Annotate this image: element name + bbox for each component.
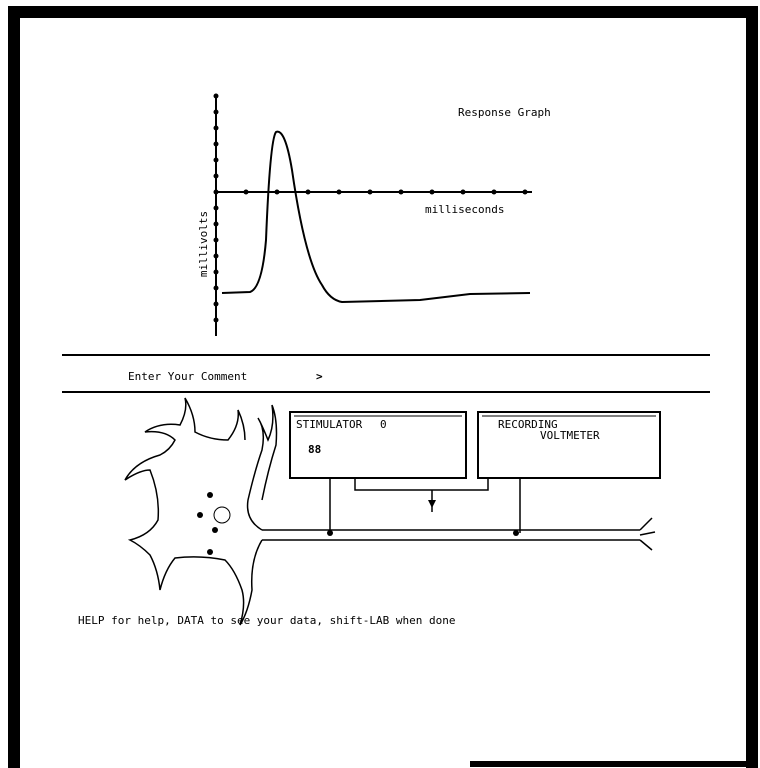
axis-tick [213,173,219,179]
stimulator-indicator: 0 [380,418,387,431]
axis-tick [213,269,219,275]
axis-tick [213,253,219,259]
comment-cursor: > [316,370,323,383]
stimulator: STIMULATOR 0 88 [289,411,467,479]
nucleus [213,506,231,524]
axis-tick [213,285,219,291]
axis-tick [274,189,280,195]
recorder: RECORDING VOLTMETER [477,411,661,479]
frame [8,6,758,768]
axis-tick [367,189,373,195]
axis-tick [398,189,404,195]
axon [262,517,656,551]
comment-prompt[interactable]: Enter Your Comment [128,370,247,383]
axis-tick [213,189,219,195]
axis-tick [491,189,497,195]
cell-body [124,397,278,626]
axis-tick [213,221,219,227]
axis-tick [305,189,311,195]
electrode [513,530,519,536]
y-axis-label: millivolts [197,211,210,277]
organelle [212,527,218,533]
electrode [327,530,333,536]
organelle [207,549,213,555]
axis-tick [460,189,466,195]
graph-title: Response Graph [458,106,551,119]
axis-tick [213,317,219,323]
neuron [124,397,656,626]
axis-tick [243,189,249,195]
help-text: HELP for help, DATA to see your data, sh… [78,614,456,627]
axis-tick [213,93,219,99]
organelle [207,492,213,498]
axis-tick [213,205,219,211]
response-curve [221,130,531,304]
response-graph: Response Graph millivolts milliseconds [197,93,551,336]
wires [329,478,521,533]
recorder-device: VOLTMETER [540,429,600,442]
axis-tick [522,189,528,195]
diode [428,500,436,508]
axis-tick [213,237,219,243]
recorder-label: RECORDING [498,418,558,431]
stimulator-box [289,411,467,479]
axis-tick [213,141,219,147]
axis-tick [213,157,219,163]
axis-tick [429,189,435,195]
wiring [327,478,521,536]
organelle [197,512,203,518]
stimulator-reading: 88 [308,443,321,456]
axis-tick [213,125,219,131]
stimulator-label: STIMULATOR [296,418,363,431]
axis-tick [213,109,219,115]
recorder-box [477,411,661,479]
axis-tick [336,189,342,195]
axis-tick [213,301,219,307]
x-axis-label: milliseconds [425,203,504,216]
